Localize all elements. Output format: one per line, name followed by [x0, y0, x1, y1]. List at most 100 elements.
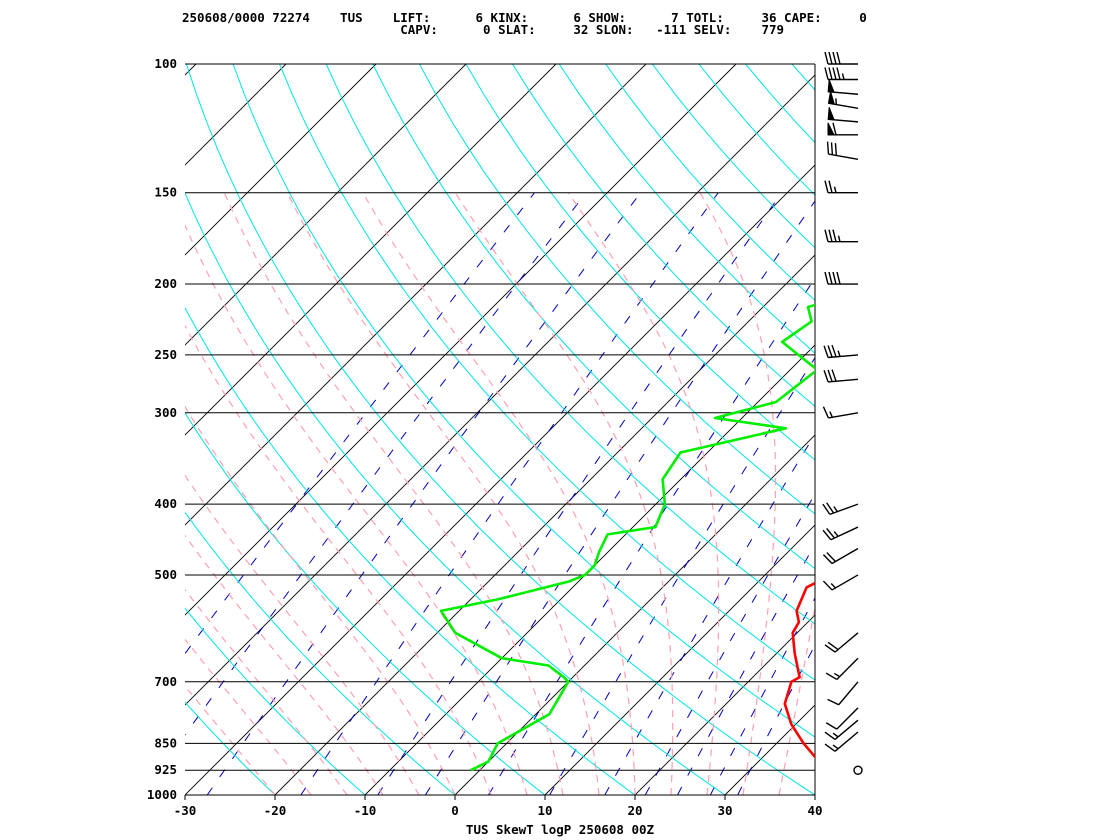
barb-feather: [824, 51, 829, 65]
isotherm-line: [454, 434, 815, 795]
barb-feather: [828, 229, 833, 242]
moist-adiabat: [454, 192, 674, 795]
barb-staff: [834, 719, 859, 740]
moist-adiabat: [185, 474, 420, 795]
wind-barb: [824, 632, 859, 653]
pressure-tick-label: 200: [154, 276, 177, 291]
barb-feather: [832, 67, 837, 80]
wind-barb: [822, 406, 859, 419]
barb-staff: [831, 574, 859, 591]
barb-feather: [832, 51, 837, 65]
barb-feather: [827, 369, 833, 382]
mixing-ratio-line: [185, 192, 535, 655]
isotherm-line: [364, 344, 815, 795]
moist-adiabat: [185, 685, 276, 795]
moist-adiabat: [814, 792, 815, 795]
temperature-tick-label: 30: [717, 803, 732, 818]
temperature-tick-label: -20: [264, 803, 287, 818]
mixing-ratio-line: [377, 192, 783, 795]
barb-feather: [826, 141, 830, 155]
wind-barb: [822, 574, 859, 591]
wind-barb: [822, 502, 859, 516]
dry-adiabat: [185, 191, 726, 795]
barb-staff: [828, 153, 859, 160]
header-row-station: CAPV: 0 SLAT: 32 SLON: -111 SELV: 779: [182, 22, 785, 37]
barb-staff: [829, 503, 859, 516]
wind-barb: [824, 731, 859, 752]
barb-feather: [836, 51, 841, 65]
barb-feather: [827, 345, 833, 358]
wind-barb: [825, 707, 859, 730]
wind-barb: [827, 681, 859, 706]
barb-staff: [830, 526, 859, 541]
dry-adiabat: [185, 701, 276, 795]
mixing-ratio-line: [644, 493, 815, 795]
isotherm-line: [185, 64, 287, 166]
calm-circle: [853, 765, 863, 775]
barb-feather: [822, 503, 831, 515]
wind-barb: [825, 657, 859, 681]
barb-feather: [831, 344, 837, 358]
temperature-tick-label: 10: [537, 803, 552, 818]
barb-half-feather: [833, 672, 840, 678]
barb-feather: [825, 722, 838, 730]
dry-adiabat: [185, 412, 546, 795]
barb-feather: [825, 672, 838, 681]
barb-feather: [836, 67, 841, 80]
barb-pennant: [827, 107, 835, 121]
barb-feather: [830, 142, 834, 155]
mixing-ratio-line: [737, 644, 815, 795]
barb-half-feather: [833, 531, 839, 537]
barb-feather: [826, 528, 835, 539]
wind-barb: [823, 369, 859, 383]
wind-barb: [827, 122, 858, 136]
pressure-tick-label: 700: [154, 674, 177, 689]
barb-half-feather: [841, 73, 845, 80]
pressure-tick-label: 250: [154, 347, 177, 362]
sounding-header: 250608/0000 72274 TUS LIFT: 6 KINX: 6 SH…: [0, 0, 1120, 50]
isotherm-line: [185, 64, 377, 256]
dry-adiabat: [605, 64, 815, 301]
isotherm-line: [274, 254, 815, 795]
isotherm-line: [814, 794, 815, 795]
mixing-ratio-line: [709, 597, 815, 795]
wind-barb: [824, 719, 859, 741]
temperature-tick-label: -30: [174, 803, 197, 818]
pressure-tick-label: 1000: [147, 787, 177, 802]
barb-feather: [824, 644, 836, 653]
barb-feather: [831, 369, 837, 382]
barb-feather: [827, 641, 839, 651]
barb-feather: [832, 271, 837, 285]
dry-adiabat: [512, 64, 815, 407]
wind-barb: [824, 229, 858, 243]
barb-feather: [824, 67, 829, 80]
mixing-ratio-line: [424, 200, 815, 795]
temperature-tick-label: -10: [354, 803, 377, 818]
barb-staff: [834, 731, 859, 752]
barb-feather: [822, 554, 833, 564]
pressure-tick-label: 400: [154, 496, 177, 511]
pressure-tick-labels: 100 150 200 250 300 400 500 700 850 925 1000: [147, 56, 177, 802]
barb-feather: [824, 180, 829, 193]
barb-feather: [828, 271, 833, 285]
barb-staff: [828, 354, 859, 359]
temperature-tick-label: 40: [807, 803, 822, 818]
moist-adiabat: [567, 192, 720, 795]
wind-barb: [822, 547, 859, 565]
chart-title: TUS SkewT logP 250608 00Z: [466, 822, 655, 837]
barb-feather: [836, 271, 841, 285]
isotherm-line: [185, 64, 467, 346]
wind-barb: [824, 67, 858, 81]
barb-pennant: [827, 79, 835, 93]
mixing-ratio-line: [604, 433, 815, 795]
wind-barb: [824, 271, 858, 285]
plot-frame: [185, 64, 816, 796]
barb-half-feather: [837, 350, 841, 357]
temperature-profile: [783, 581, 815, 759]
barb-staff: [836, 657, 859, 680]
dry-adiabat: [745, 64, 815, 144]
barb-feather: [824, 743, 836, 752]
barb-feather: [822, 580, 833, 591]
moist-adiabat: [185, 534, 384, 795]
mixing-ratio-line: [185, 192, 587, 736]
